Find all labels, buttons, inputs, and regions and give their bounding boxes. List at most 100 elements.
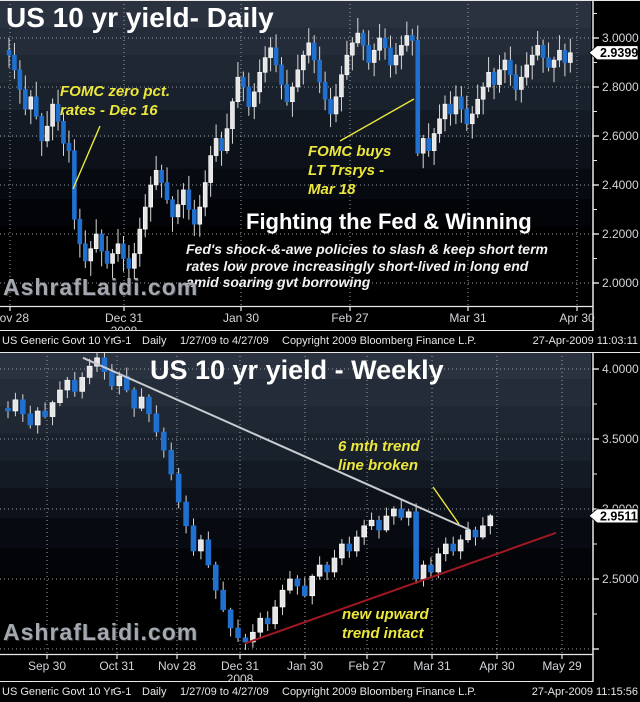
candle-body [426, 138, 431, 151]
candle-body [219, 138, 224, 151]
candle-body [428, 564, 434, 573]
x-tick-label: Apr 30 [479, 659, 515, 673]
x-year-label: 2008 [111, 324, 138, 331]
last-price-value: 2.9511 [600, 509, 638, 523]
date-range: 1/27/09 to 4/27/09 [180, 335, 269, 347]
candle-body [502, 59, 508, 71]
candle-body [279, 589, 286, 608]
candle-body [235, 627, 241, 639]
candle-body [453, 96, 459, 115]
candle-body [115, 243, 121, 254]
candle-body [368, 519, 375, 527]
candle-body [475, 98, 481, 115]
candle-body [497, 69, 502, 85]
candle-body [551, 59, 557, 68]
y-tick-label: 3.0000 [602, 31, 639, 45]
candle-body [435, 553, 442, 573]
candle-body [83, 243, 88, 262]
candle-body [148, 184, 153, 208]
x-tick-label: Jan 30 [223, 311, 259, 325]
candle-body [457, 539, 464, 552]
candle-body [170, 199, 175, 218]
x-tick-label: Mar 31 [449, 311, 487, 325]
candle-body [393, 54, 399, 66]
candle-body [142, 206, 148, 230]
candle-body [50, 103, 55, 127]
candle-body [159, 170, 164, 183]
daily-plot-background [0, 0, 591, 306]
candle-body [404, 35, 410, 46]
candle-body [39, 116, 45, 142]
candle-body [287, 578, 293, 591]
y-tick-label: 3.5000 [602, 432, 639, 446]
candle-body [55, 103, 61, 122]
candle-body [290, 86, 295, 102]
timestamp: 27-Apr-2009 11:03:11 [532, 335, 638, 347]
candle-body [322, 81, 328, 100]
candle-body [6, 49, 12, 56]
chart-code: G-1 [113, 335, 132, 347]
copyright-text: Copyright 2009 Bloomberg Finance L.P. [282, 335, 477, 347]
candle-body [420, 564, 427, 580]
candle-body [413, 511, 419, 580]
candle-body [331, 557, 338, 573]
x-tick-label: Jan 30 [287, 659, 323, 673]
y-tick-label: 2.6000 [602, 129, 639, 143]
candle-body [284, 84, 290, 103]
candle-body [137, 228, 143, 254]
y-tick-label: 2.2000 [602, 227, 639, 241]
candle-body [175, 204, 181, 218]
chart-frequency: Daily [142, 686, 167, 698]
y-tick-label: 2.0000 [602, 276, 639, 290]
candle-body [230, 101, 235, 129]
candle-body [316, 564, 323, 577]
commentary-text: Fed's shock-&-awe policies to slash & ke… [186, 241, 548, 290]
candle-body [486, 72, 491, 88]
y-tick-label: 2.5000 [602, 572, 639, 586]
candle-body [28, 96, 34, 110]
candle-body [377, 37, 382, 51]
candle-body [20, 399, 26, 415]
candle-body [161, 431, 167, 451]
daily-chart-title: US 10 yr yield- Daily [6, 2, 274, 33]
candle-body [415, 40, 421, 154]
candle-body [61, 121, 66, 144]
candle-body [273, 47, 279, 66]
candle-body [241, 76, 246, 88]
candle-body [272, 606, 278, 625]
candle-body [309, 575, 316, 597]
x-tick-label: Apr 30 [559, 311, 595, 325]
candle-body [101, 357, 108, 373]
candle-body [212, 564, 219, 591]
candle-body [5, 407, 11, 412]
headline-fighting-the-fed: Fighting the Fed & Winning [246, 209, 532, 234]
candle-body [146, 396, 152, 415]
x-tick-label: Feb 27 [348, 659, 386, 673]
candle-body [202, 182, 208, 208]
candle-body [324, 564, 330, 573]
candle-body [301, 585, 308, 597]
candle-body [99, 233, 104, 252]
candle-body [181, 189, 186, 205]
candle-body [311, 42, 317, 61]
annotation-fomc-zero-rates: FOMC zero pct. rates - Dec 16 [60, 83, 171, 119]
candle-body [66, 143, 72, 152]
candle-body [442, 543, 449, 555]
candle-body [17, 69, 23, 90]
candle-body [242, 637, 249, 643]
date-range: 1/27/09 to 4/27/09 [180, 686, 269, 698]
candle-body [138, 396, 145, 409]
watermark-daily: AshrafLaidi.com [3, 274, 199, 300]
x-year-label: 2008 [227, 672, 254, 682]
status-bar-weekly: US Generic Govt 10 Yr G-1 Daily 1/27/09 … [0, 682, 640, 702]
candle-body [93, 233, 99, 249]
y-tick-label: 2.8000 [602, 80, 639, 94]
candle-body [77, 219, 83, 245]
x-tick-label: Nov 28 [158, 659, 196, 673]
candle-body [295, 69, 301, 88]
annotation-trend-line-broken: 6 mth trend line broken [338, 438, 420, 474]
candle-body [346, 543, 353, 552]
candle-body [164, 182, 170, 201]
candle-body [220, 589, 226, 611]
candle-body [317, 59, 322, 83]
